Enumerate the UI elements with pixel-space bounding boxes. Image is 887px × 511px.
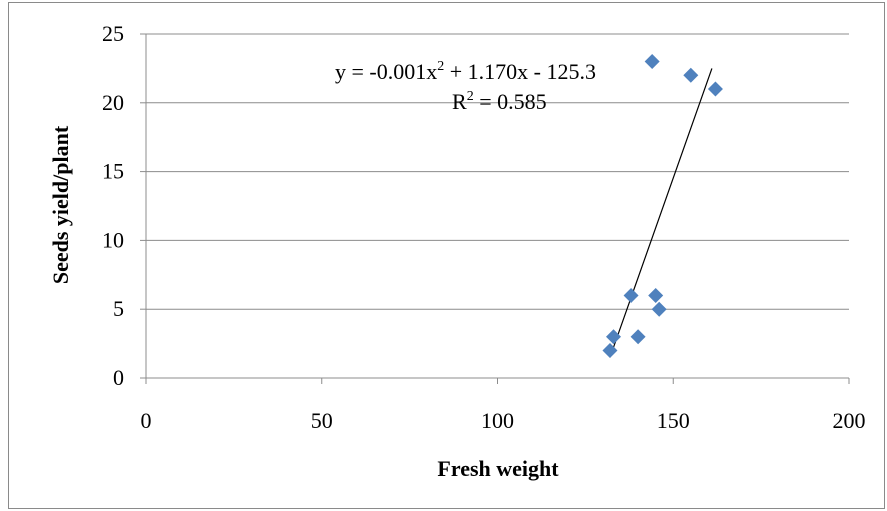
data-point-7: [683, 67, 699, 83]
y-tick-label: 10: [102, 227, 124, 252]
axes: [140, 33, 850, 384]
data-points: [602, 54, 723, 358]
data-point-1: [605, 329, 621, 345]
y-tick-labels: 0 5 10 15 20 25: [102, 21, 124, 390]
data-point-0: [602, 342, 618, 358]
data-point-4: [644, 54, 660, 70]
y-tick-label: 15: [102, 159, 124, 184]
chart-area: [8, 2, 885, 509]
x-axis-title: Fresh weight: [437, 456, 559, 481]
y-axis-title: Seeds yield/plant: [48, 125, 73, 284]
trendline: [609, 68, 713, 358]
data-point-3: [630, 329, 646, 345]
trendline-equation: y = -0.001x2 + 1.170x - 125.3: [335, 59, 596, 84]
data-point-8: [707, 81, 723, 97]
data-point-2: [623, 287, 639, 303]
x-tick-label: 50: [311, 408, 333, 433]
y-tick-label: 20: [102, 90, 124, 115]
y-tick-label: 5: [113, 296, 124, 321]
x-tick-label: 0: [141, 408, 152, 433]
x-tick-label: 100: [481, 408, 514, 433]
x-tick-label: 150: [657, 408, 690, 433]
gridlines: [146, 33, 849, 310]
r-squared-label: R2 = 0.585: [452, 89, 547, 114]
data-point-6: [651, 301, 667, 317]
data-point-5: [648, 287, 664, 303]
y-tick-label: 0: [113, 365, 124, 390]
x-tick-label: 200: [833, 408, 866, 433]
x-tick-labels: 0 50 100 150 200: [141, 408, 866, 433]
y-tick-label: 25: [102, 21, 124, 46]
